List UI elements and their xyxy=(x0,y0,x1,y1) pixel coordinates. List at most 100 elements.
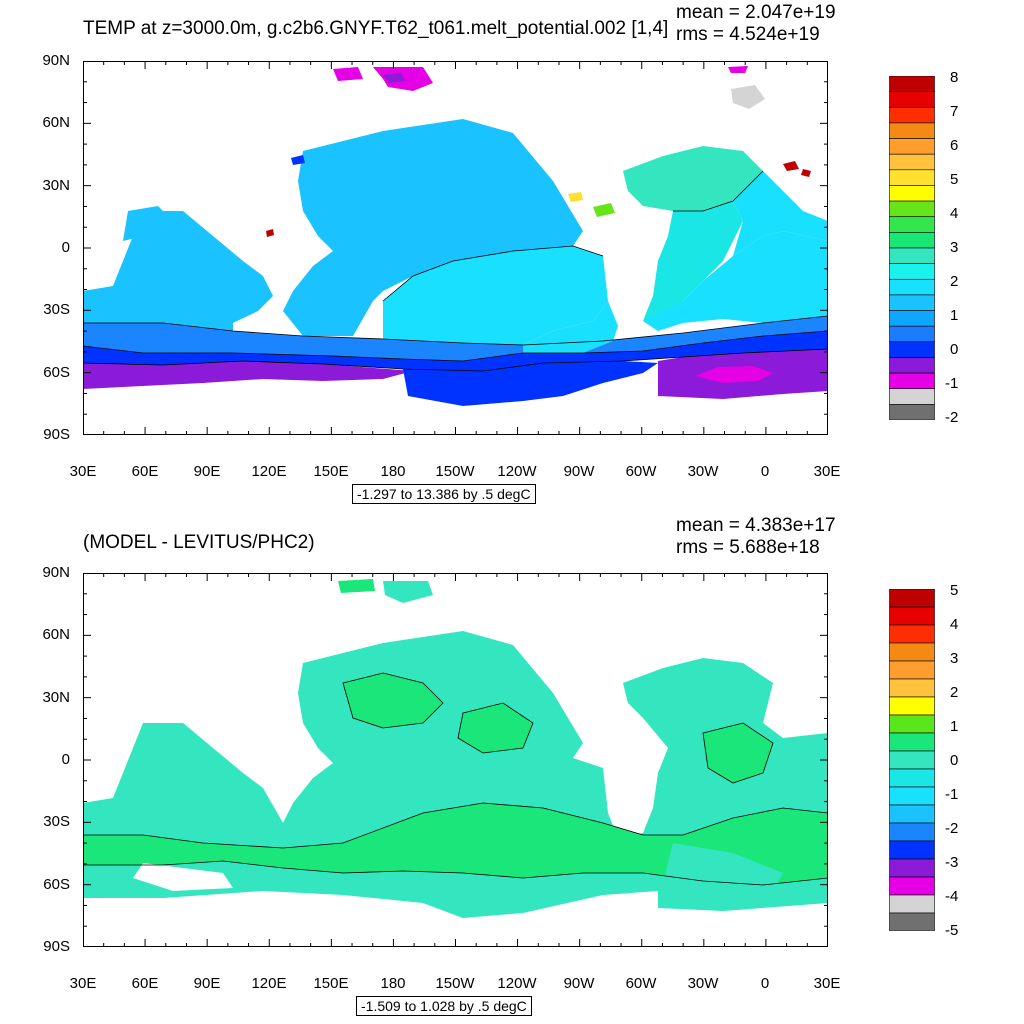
colorbar-swatch xyxy=(889,106,935,124)
colorbar-label: 3 xyxy=(950,239,959,256)
bottom-panel: (MODEL - LEVITUS/PHC2) mean = 4.383e+17 … xyxy=(0,512,1024,1024)
map-region-atlantic-central xyxy=(643,201,743,331)
colorbar-swatch xyxy=(889,76,935,92)
lon-tick-label: 150W xyxy=(435,463,475,480)
lat-tick-label: 90S xyxy=(43,938,70,955)
panel-title: (MODEL - LEVITUS/PHC2) xyxy=(83,532,315,553)
contour-line xyxy=(83,802,828,849)
colorbar-swatch xyxy=(889,138,935,155)
rms-stat: rms = 5.688e+18 xyxy=(676,537,820,558)
colorbar-label: 1 xyxy=(950,718,959,735)
colorbar-label: -2 xyxy=(945,820,959,837)
colorbar-swatch xyxy=(889,696,935,716)
map-region-caribbean-green xyxy=(593,203,615,217)
colorbar-swatch xyxy=(889,388,935,405)
colorbar-swatch xyxy=(889,357,935,374)
map-region-greenland-magenta xyxy=(728,66,748,73)
contour-line xyxy=(673,170,764,212)
map-canvas xyxy=(83,61,828,435)
lon-tick-label: 90E xyxy=(193,975,221,992)
lon-tick-label: 90E xyxy=(193,463,221,480)
map-region-green-arctic-2 xyxy=(383,581,433,603)
colorbar-swatch xyxy=(889,169,935,186)
colorbar-label: -5 xyxy=(945,922,959,939)
lat-tick-label: 0 xyxy=(61,751,70,768)
map-region-southern-dark xyxy=(83,331,828,371)
rms-stat: rms = 4.524e+19 xyxy=(676,24,820,45)
colorbar-swatch xyxy=(889,822,935,842)
colorbar-swatch xyxy=(889,294,935,311)
colorbar-swatch xyxy=(889,894,935,914)
panel-title: TEMP at z=3000.0m, g.c2b6.GNYF.T62_t061.… xyxy=(83,18,669,39)
colorbar-label: 4 xyxy=(950,205,959,222)
map-region-blank-south xyxy=(663,843,783,895)
colorbar-swatch xyxy=(889,768,935,788)
colorbar-swatch xyxy=(889,660,935,680)
colorbar-swatch xyxy=(889,858,935,878)
lon-tick-label: 30E xyxy=(69,463,97,480)
map-region-pacific-west xyxy=(283,119,583,336)
contour-line xyxy=(83,330,828,362)
lon-tick-label: 150E xyxy=(313,463,349,480)
map-region-indian-ocean xyxy=(83,211,273,331)
colorbar-swatch xyxy=(889,840,935,860)
lon-tick-label: 120W xyxy=(497,463,537,480)
colorbar-label: 4 xyxy=(950,616,959,633)
map-region-caribbean-yellow xyxy=(568,192,583,202)
map-region-atlantic-north xyxy=(623,146,763,211)
colorbar-swatch xyxy=(889,310,935,327)
contour-line xyxy=(83,860,828,886)
map-region-norwegian-gray xyxy=(731,85,765,109)
colorbar xyxy=(889,589,935,931)
map-region-southern-light xyxy=(83,316,828,361)
map-region-green-south xyxy=(83,803,828,885)
map-region-arctic-purple xyxy=(383,73,405,83)
map-region-weddell-magenta xyxy=(695,366,773,383)
colorbar-label: 5 xyxy=(950,582,959,599)
map-region-atlantic-south xyxy=(643,231,828,331)
lon-tick-label: 60W xyxy=(625,975,657,992)
map-region-blank-indian xyxy=(133,863,233,891)
colorbar-label: -4 xyxy=(945,888,959,905)
colorbar-swatch xyxy=(889,732,935,752)
colorbar-label: 5 xyxy=(950,171,959,188)
contour-line xyxy=(83,315,828,346)
colorbar-swatch xyxy=(889,185,935,202)
map-region-green-pacific-2 xyxy=(458,703,533,753)
top-panel: TEMP at z=3000.0m, g.c2b6.GNYF.T62_t061.… xyxy=(42,2,959,504)
map-plot xyxy=(83,573,828,947)
colorbar-swatch xyxy=(889,232,935,249)
colorbar-swatch xyxy=(889,589,935,608)
map-region-pacific-east xyxy=(383,246,608,345)
map-region-green-pacific xyxy=(343,673,443,728)
colorbar-label: -2 xyxy=(945,409,959,426)
colorbar-swatch xyxy=(889,91,935,108)
contour-line xyxy=(702,722,774,784)
contour-info-box: -1.297 to 13.386 by .5 degC xyxy=(352,484,536,504)
contour-info-box: -1.509 to 1.028 by .5 degC xyxy=(356,996,532,1016)
lon-tick-label: 120W xyxy=(497,975,537,992)
map-region-green-arctic xyxy=(338,579,375,593)
colorbar-swatch xyxy=(889,750,935,770)
colorbar-swatch xyxy=(889,200,935,218)
colorbar-label: 0 xyxy=(950,341,959,358)
colorbar-swatch xyxy=(889,606,935,626)
lon-tick-label: 90W xyxy=(563,975,595,992)
lon-tick-label: 0 xyxy=(760,975,770,992)
map-region-indian-north xyxy=(123,206,168,241)
colorbar-swatch xyxy=(889,786,935,806)
lon-tick-label: 180 xyxy=(380,463,406,480)
lat-tick-label: 60N xyxy=(42,626,70,643)
lat-tick-label: 90S xyxy=(43,426,70,443)
colorbar-label: 1 xyxy=(950,307,959,324)
lat-tick-label: 0 xyxy=(61,239,70,256)
mean-stat: mean = 4.383e+17 xyxy=(676,515,836,536)
lon-tick-label: 60W xyxy=(625,463,657,480)
colorbar-swatch xyxy=(889,714,935,734)
colorbar-swatch xyxy=(889,216,935,233)
lon-tick-label: 90W xyxy=(563,463,595,480)
lat-tick-label: 30N xyxy=(42,689,70,706)
contour-line xyxy=(83,348,828,372)
lon-tick-label: 30W xyxy=(687,975,719,992)
colorbar-swatch xyxy=(889,804,935,824)
